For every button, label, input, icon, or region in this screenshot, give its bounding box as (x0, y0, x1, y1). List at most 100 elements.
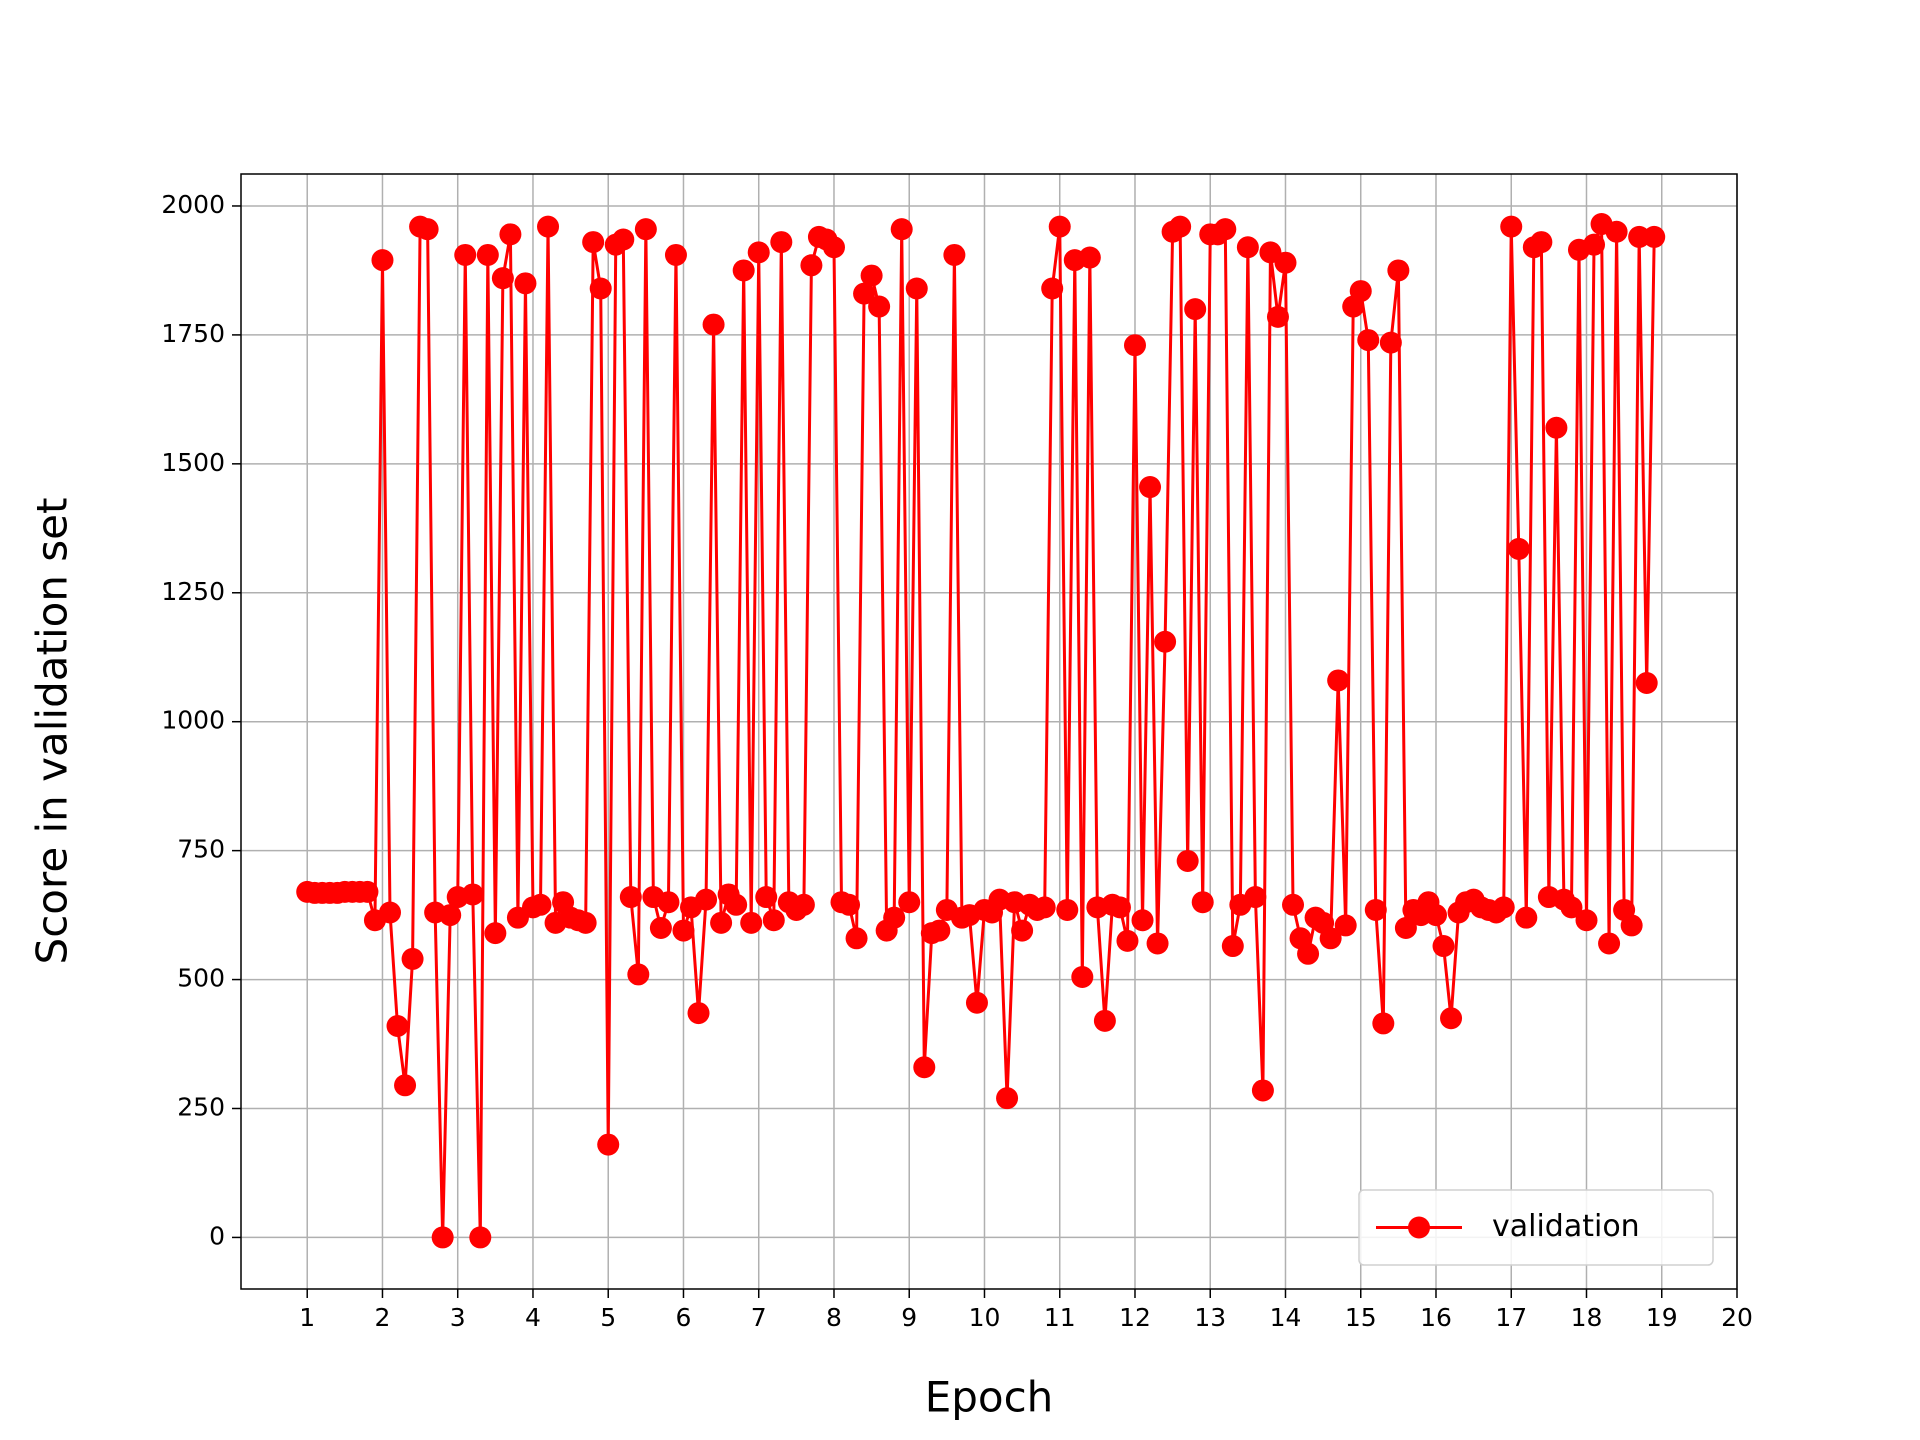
x-tick-label: 19 (1646, 1303, 1678, 1332)
point (1191, 891, 1214, 914)
point (537, 215, 560, 238)
point (589, 277, 612, 300)
point (529, 893, 552, 916)
x-tick-label: 16 (1420, 1303, 1452, 1332)
point (732, 259, 755, 282)
x-tick-label: 10 (969, 1303, 1001, 1332)
point (499, 223, 522, 246)
point (1424, 904, 1447, 927)
point (1628, 225, 1651, 248)
point (1349, 280, 1372, 303)
legend-marker (1408, 1216, 1430, 1239)
point (491, 267, 514, 290)
point (905, 277, 928, 300)
point (1583, 233, 1606, 256)
y-tick-label: 1750 (161, 319, 225, 348)
legend-box (1358, 1189, 1714, 1266)
point (1357, 329, 1380, 352)
point (1266, 305, 1289, 328)
point (672, 919, 695, 942)
point (1560, 896, 1583, 919)
x-tick-label: 11 (1044, 1303, 1076, 1332)
point (356, 880, 379, 903)
point (1146, 932, 1169, 955)
point (1297, 942, 1320, 965)
y-tick-label: 750 (177, 835, 225, 864)
point (740, 911, 763, 934)
point (868, 295, 891, 318)
y-tick-label: 1250 (161, 577, 225, 606)
point (1123, 334, 1146, 357)
point (597, 1133, 620, 1156)
y-tick-label: 2000 (161, 190, 225, 219)
point (612, 228, 635, 251)
x-tick-label: 17 (1495, 1303, 1527, 1332)
x-tick-label: 13 (1194, 1303, 1226, 1332)
point (883, 906, 906, 929)
point (1500, 215, 1523, 238)
point (1643, 225, 1666, 248)
x-tick-label: 15 (1345, 1303, 1377, 1332)
x-axis-label: Epoch (925, 1373, 1054, 1422)
point (1432, 935, 1455, 958)
y-tick-label: 500 (177, 964, 225, 993)
legend-label: validation (1492, 1209, 1640, 1244)
point (1545, 416, 1568, 439)
point (1394, 916, 1417, 939)
x-tick-label: 8 (826, 1303, 842, 1332)
point (1282, 893, 1305, 916)
point (1041, 277, 1064, 300)
point (1154, 630, 1177, 653)
point (913, 1056, 936, 1079)
point (619, 886, 642, 909)
x-tick-label: 3 (450, 1303, 466, 1332)
point (695, 888, 718, 911)
point (1236, 236, 1259, 259)
point (469, 1226, 492, 1249)
point (1620, 914, 1643, 937)
point (657, 891, 680, 914)
point (378, 901, 401, 924)
plot-area (296, 213, 1666, 1249)
point (1575, 909, 1598, 932)
point (1184, 298, 1207, 321)
point (1214, 218, 1237, 241)
point (401, 947, 424, 970)
x-tick-label: 7 (751, 1303, 767, 1332)
point (1056, 898, 1079, 921)
legend: validation (1358, 1189, 1714, 1266)
point (634, 218, 657, 241)
point (1515, 906, 1538, 929)
point (792, 893, 815, 916)
point (1334, 914, 1357, 937)
y-tick-label: 1000 (161, 706, 225, 735)
point (822, 236, 845, 259)
x-tick-label: 1 (299, 1303, 315, 1332)
point (582, 231, 605, 254)
x-tick-label: 14 (1270, 1303, 1302, 1332)
point (965, 991, 988, 1014)
x-tick-label: 2 (375, 1303, 391, 1332)
point (1251, 1079, 1274, 1102)
x-tick-label: 9 (901, 1303, 917, 1332)
point (1108, 896, 1131, 919)
point (1244, 886, 1267, 909)
point (943, 243, 966, 266)
point (898, 891, 921, 914)
point (1379, 331, 1402, 354)
point (928, 919, 951, 942)
point (1364, 898, 1387, 921)
point (747, 241, 770, 264)
y-tick-label: 1500 (161, 448, 225, 477)
point (416, 218, 439, 241)
point (687, 1002, 710, 1025)
point (1011, 919, 1034, 942)
point (1093, 1009, 1116, 1032)
point (755, 886, 778, 909)
point (838, 893, 861, 916)
point (454, 243, 477, 266)
point (702, 313, 725, 336)
point (649, 916, 672, 939)
point (386, 1014, 409, 1037)
